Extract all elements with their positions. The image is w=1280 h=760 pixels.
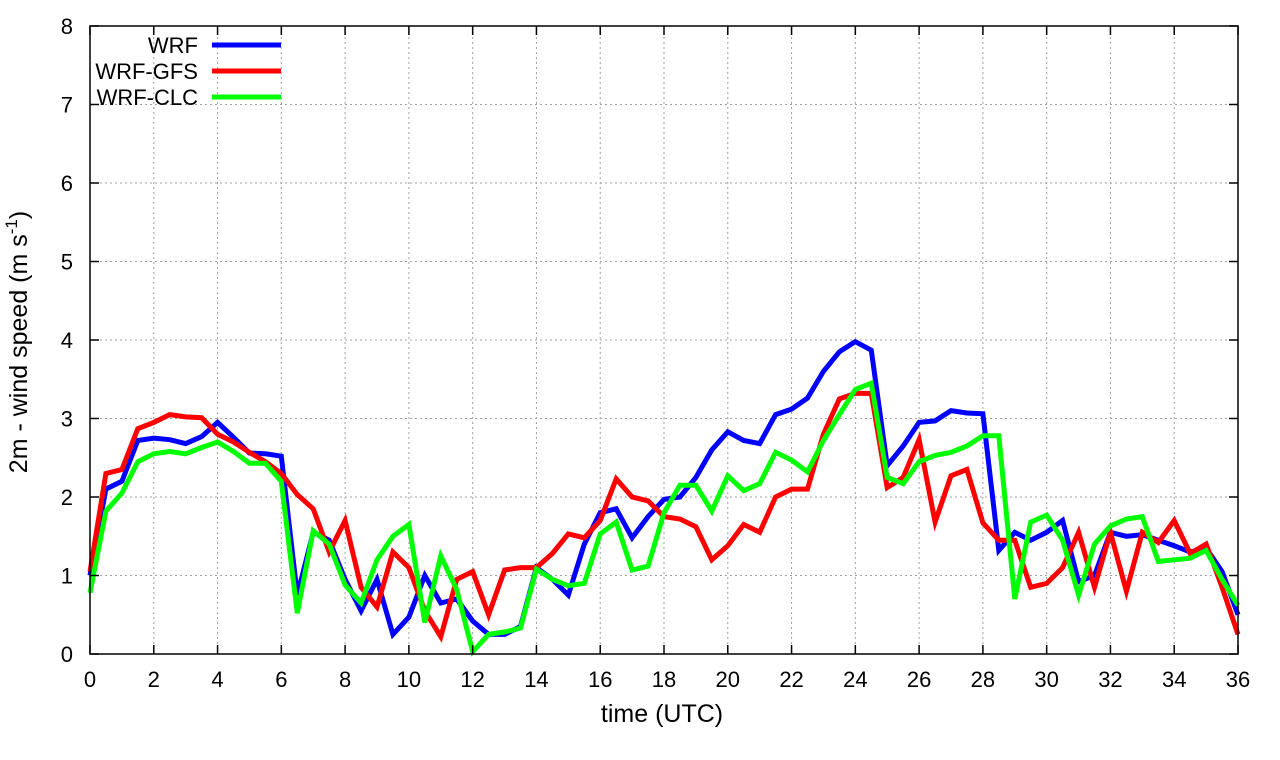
x-tick-label: 34 xyxy=(1162,667,1186,692)
y-tick-label: 3 xyxy=(61,407,73,432)
x-tick-label: 36 xyxy=(1226,667,1250,692)
legend-label-wrf-gfs: WRF-GFS xyxy=(95,59,198,84)
x-tick-label: 0 xyxy=(84,667,96,692)
y-tick-label: 8 xyxy=(61,14,73,39)
x-tick-label: 24 xyxy=(843,667,867,692)
y-axis-label-end: ) xyxy=(5,211,33,219)
y-tick-label: 5 xyxy=(61,250,73,275)
x-tick-label: 32 xyxy=(1098,667,1122,692)
y-tick-label: 4 xyxy=(61,328,73,353)
y-tick-label: 7 xyxy=(61,93,73,118)
x-tick-label: 8 xyxy=(339,667,351,692)
series-lines xyxy=(87,338,1241,657)
x-tick-label: 14 xyxy=(524,667,548,692)
y-axis-label: 2m - wind speed (m s-1) xyxy=(2,211,33,473)
x-tick-label: 12 xyxy=(460,667,484,692)
x-tick-label: 4 xyxy=(211,667,223,692)
series-line-wrf xyxy=(87,338,1241,640)
y-axis-label-superscript: -1 xyxy=(2,219,21,234)
x-tick-label: 10 xyxy=(397,667,421,692)
y-tick-label: 2 xyxy=(61,485,73,510)
x-tick-label: 26 xyxy=(907,667,931,692)
y-tick-labels: 0 1 2 3 4 5 6 7 8 xyxy=(61,14,73,667)
x-tick-label: 18 xyxy=(652,667,676,692)
legend-label-wrf-clc: WRF-CLC xyxy=(97,85,199,110)
x-tick-labels: 0 2 4 6 8 10 12 14 16 18 20 22 24 26 28 30 32 34 36 xyxy=(84,667,1250,692)
x-tick-label: 22 xyxy=(779,667,803,692)
y-tick-label: 0 xyxy=(61,642,73,667)
x-tick-label: 16 xyxy=(588,667,612,692)
legend-label-wrf: WRF xyxy=(148,33,198,58)
y-tick-label: 6 xyxy=(61,171,73,196)
axis-ticks xyxy=(89,25,1239,655)
series-line-wrf-clc xyxy=(87,379,1241,657)
x-tick-label: 20 xyxy=(716,667,740,692)
y-tick-label: 1 xyxy=(61,564,73,589)
x-tick-label: 28 xyxy=(971,667,995,692)
y-axis-label-main: 2m - wind speed (m s xyxy=(5,234,33,473)
x-axis-label: time (UTC) xyxy=(601,700,723,728)
x-tick-label: 2 xyxy=(148,667,160,692)
x-tick-label: 30 xyxy=(1034,667,1058,692)
x-tick-label: 6 xyxy=(275,667,287,692)
